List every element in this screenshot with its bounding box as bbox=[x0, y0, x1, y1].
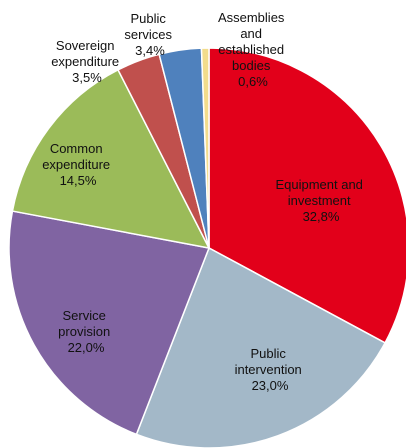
pie-slice-public-intervention bbox=[135, 247, 386, 448]
label-public-services-line1: Public bbox=[130, 11, 166, 26]
pie-slice-assemblies-and-established-bodies bbox=[200, 47, 210, 249]
label-sovereign-expenditure: Sovereign expenditure 3,5% bbox=[51, 38, 123, 85]
label-equipment-line1: Equipment and bbox=[275, 177, 362, 192]
label-service-provision-value: 22,0% bbox=[68, 340, 105, 355]
label-public-services-line2: services bbox=[124, 27, 172, 42]
label-public-intervention: Public intervention 23,0% bbox=[235, 346, 306, 393]
label-sovereign-line1: Sovereign bbox=[56, 38, 115, 53]
label-equipment-line2: investment bbox=[288, 193, 351, 208]
pie-slice-common-expenditure bbox=[11, 69, 210, 249]
pie-slices bbox=[8, 47, 406, 448]
label-equipment-and-investment: Equipment and investment 32,8% bbox=[275, 177, 366, 224]
label-common-expenditure: Common expenditure 14,5% bbox=[42, 141, 114, 188]
label-service-provision-line2: provision bbox=[58, 324, 110, 339]
label-public-intervention-line1: Public bbox=[250, 346, 286, 361]
label-public-intervention-value: 23,0% bbox=[252, 378, 289, 393]
label-sovereign-line2: expenditure bbox=[51, 54, 119, 69]
label-assemblies-line3: established bbox=[218, 42, 284, 57]
label-equipment-value: 32,8% bbox=[303, 209, 340, 224]
label-assemblies-line4: bodies bbox=[232, 58, 271, 73]
label-public-services-value: 3,4% bbox=[135, 43, 165, 58]
label-assemblies-line2: and bbox=[240, 26, 262, 41]
label-assemblies-value: 0,6% bbox=[238, 74, 268, 89]
label-sovereign-value: 3,5% bbox=[72, 70, 102, 85]
label-public-intervention-line2: intervention bbox=[235, 362, 302, 377]
label-common-expenditure-value: 14,5% bbox=[60, 173, 97, 188]
label-service-provision: Service provision 22,0% bbox=[58, 308, 114, 355]
label-service-provision-line1: Service bbox=[63, 308, 106, 323]
label-public-services: Public services 3,4% bbox=[124, 11, 175, 58]
label-assemblies: Assemblies and established bodies 0,6% bbox=[218, 10, 288, 89]
pie-slice-equipment-and-investment bbox=[208, 47, 406, 344]
pie-slice-service-provision bbox=[8, 210, 210, 436]
label-common-expenditure-line2: expenditure bbox=[42, 157, 110, 172]
label-common-expenditure-line1: Common bbox=[50, 141, 103, 156]
label-assemblies-line1: Assemblies bbox=[218, 10, 285, 25]
